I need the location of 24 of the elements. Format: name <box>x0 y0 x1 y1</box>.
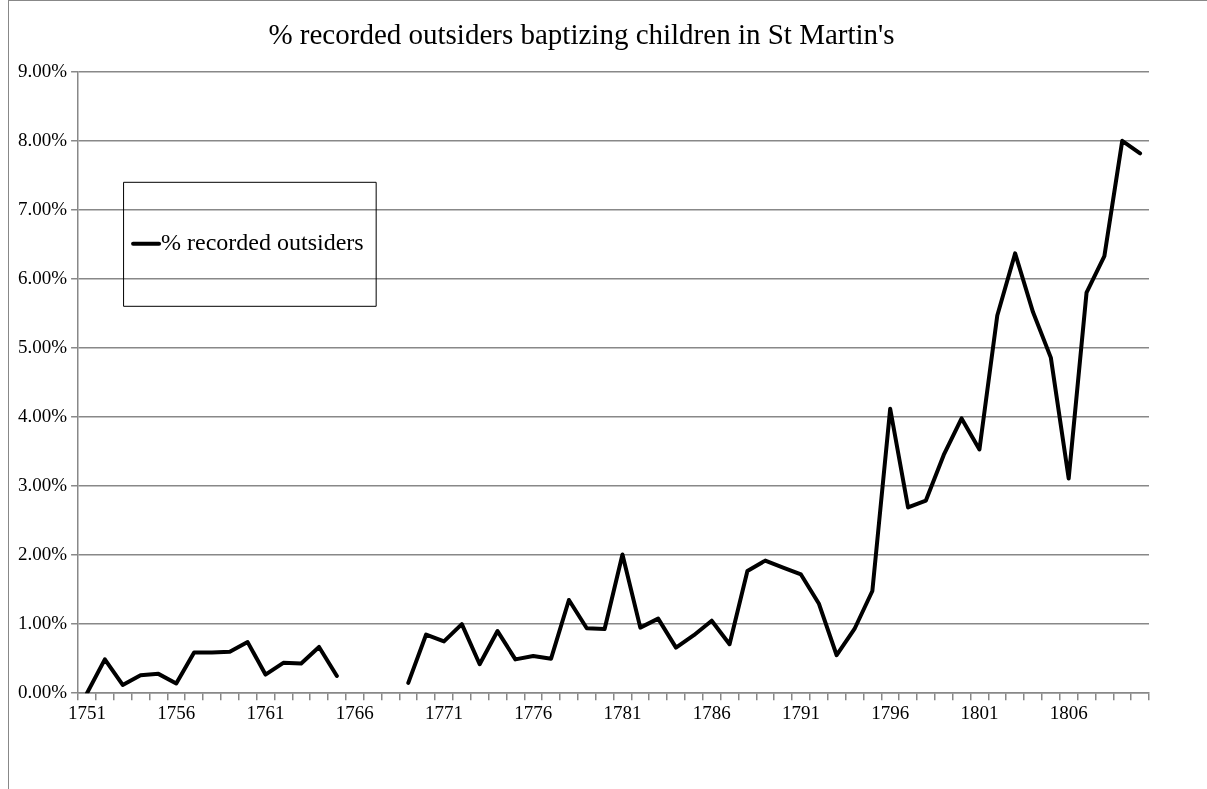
y-tick-label: 5.00% <box>18 335 68 357</box>
y-tick-label: 1.00% <box>18 612 68 634</box>
x-tick-label: 1801 <box>960 701 999 723</box>
chart-title: % recorded outsiders baptizing children in St Martin's <box>268 18 895 51</box>
x-tick-label: 1781 <box>603 701 642 723</box>
x-tick-label: 1776 <box>514 701 553 723</box>
x-tick-label: 1771 <box>424 701 463 723</box>
y-tick-label: 6.00% <box>18 266 68 288</box>
x-tick-label: 1791 <box>781 701 820 723</box>
x-tick-label: 1756 <box>157 701 196 723</box>
x-tick-label: 1766 <box>335 701 374 723</box>
y-tick-label: 4.00% <box>18 405 68 427</box>
y-tick-label: 8.00% <box>18 128 68 150</box>
y-tick-label: 2.00% <box>18 543 68 565</box>
x-tick-label: 1761 <box>246 701 285 723</box>
x-tick-label: 1751 <box>68 701 106 723</box>
x-tick-label: 1796 <box>871 701 910 723</box>
legend-label: % recorded outsiders <box>161 229 364 256</box>
y-tick-label: 9.00% <box>18 59 68 81</box>
y-tick-label: 7.00% <box>18 197 68 219</box>
y-tick-label: 3.00% <box>18 474 68 496</box>
y-tick-label: 0.00% <box>18 681 68 703</box>
x-tick-label: 1806 <box>1049 701 1088 723</box>
x-tick-label: 1786 <box>692 701 731 723</box>
